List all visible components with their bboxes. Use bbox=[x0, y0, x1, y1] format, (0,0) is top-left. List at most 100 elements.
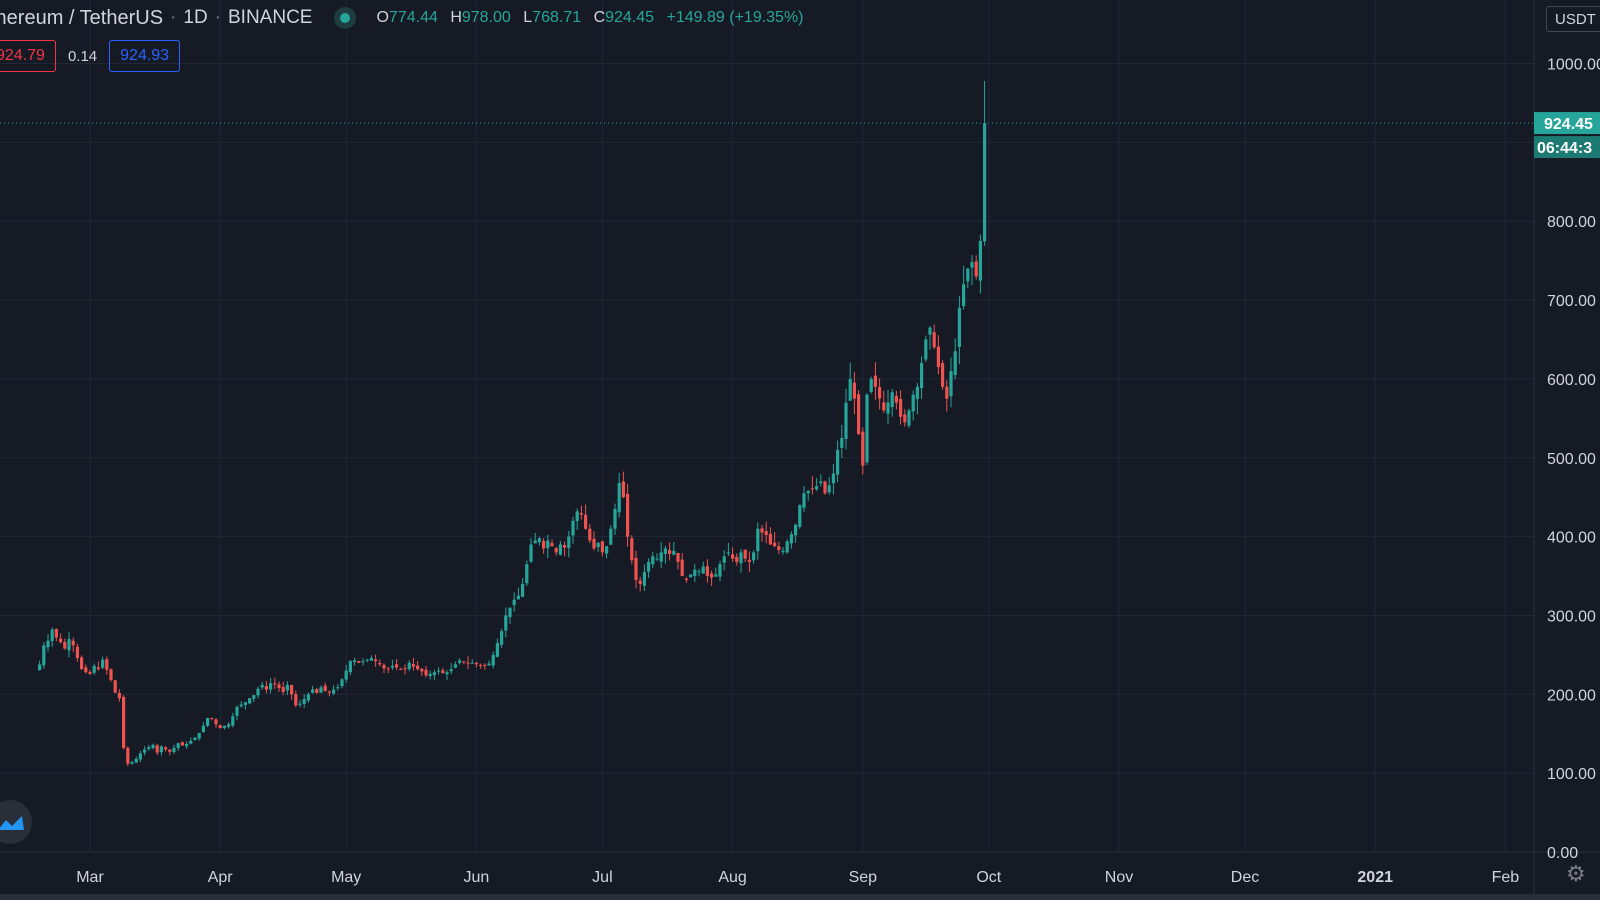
candle-body bbox=[80, 657, 84, 670]
candle-body bbox=[470, 662, 474, 664]
candle-body bbox=[63, 642, 67, 649]
candle-body bbox=[777, 546, 781, 551]
candle-body bbox=[869, 378, 873, 392]
candle-body bbox=[785, 541, 789, 553]
candle-body bbox=[495, 643, 499, 657]
candle-body bbox=[621, 481, 625, 498]
candle-body bbox=[235, 706, 239, 716]
candle-body bbox=[54, 628, 58, 638]
candle-body bbox=[290, 685, 294, 695]
candle-body bbox=[831, 473, 835, 484]
candle-body bbox=[735, 556, 739, 562]
candle-body bbox=[676, 552, 680, 562]
candle-body bbox=[130, 762, 134, 764]
title-separator: · bbox=[170, 7, 177, 28]
candle-body bbox=[227, 724, 231, 727]
candle-body bbox=[773, 542, 777, 547]
symbol-title[interactable]: thereum / TetherUS bbox=[0, 6, 164, 29]
candle-body bbox=[722, 556, 726, 563]
candle-body bbox=[680, 559, 684, 577]
candle-body bbox=[176, 743, 180, 748]
candle-body bbox=[584, 514, 588, 529]
candle-body bbox=[172, 747, 176, 752]
candle-body bbox=[508, 607, 512, 618]
candle-body bbox=[882, 402, 886, 411]
candle-body bbox=[844, 402, 848, 439]
candle-body bbox=[382, 664, 386, 669]
candles-layer bbox=[38, 80, 987, 767]
candle-body bbox=[269, 683, 273, 690]
time-tick-label: Jul bbox=[592, 869, 612, 886]
candle-body bbox=[525, 564, 529, 584]
candle-body bbox=[865, 394, 869, 463]
candle-body bbox=[386, 668, 390, 670]
candle-body bbox=[558, 544, 562, 555]
candle-body bbox=[932, 332, 936, 348]
candle-body bbox=[252, 695, 256, 699]
candle-body bbox=[88, 672, 92, 674]
sell-button[interactable]: 924.79 bbox=[0, 40, 56, 72]
candle-body bbox=[210, 717, 214, 719]
candle-body bbox=[445, 672, 449, 675]
price-tick-label: 1000.00 bbox=[1547, 57, 1600, 74]
candle-body bbox=[407, 662, 411, 670]
candle-body bbox=[239, 704, 243, 707]
candle-body bbox=[823, 481, 827, 494]
candle-body bbox=[642, 572, 646, 586]
high-key: H bbox=[450, 9, 462, 26]
currency-button[interactable]: USDT bbox=[1546, 6, 1600, 32]
candle-body bbox=[201, 725, 205, 733]
candle-body bbox=[474, 662, 478, 665]
last-price-label: 924.45 bbox=[1544, 116, 1593, 133]
price-tick-label: 600.00 bbox=[1547, 372, 1596, 389]
buy-button[interactable]: 924.93 bbox=[109, 40, 181, 72]
candle-body bbox=[151, 744, 155, 749]
candle-body bbox=[332, 689, 336, 694]
candle-body bbox=[743, 549, 747, 559]
candle-body bbox=[357, 661, 361, 663]
candle-body bbox=[978, 240, 982, 281]
price-tick-label: 100.00 bbox=[1547, 766, 1596, 783]
low-value: 768.71 bbox=[532, 9, 582, 26]
close-value: 924.45 bbox=[605, 9, 655, 26]
candle-body bbox=[369, 658, 373, 661]
candle-body bbox=[168, 749, 172, 752]
candle-body bbox=[563, 545, 567, 548]
candle-body bbox=[768, 533, 772, 545]
candle-body bbox=[756, 528, 760, 552]
gear-icon[interactable]: ⚙ bbox=[1566, 861, 1586, 886]
candle-body bbox=[399, 669, 403, 671]
candle-body bbox=[185, 743, 189, 747]
status-dot-icon[interactable] bbox=[334, 7, 357, 29]
time-tick-label: 2021 bbox=[1357, 869, 1393, 886]
candle-body bbox=[605, 546, 609, 554]
candle-body bbox=[143, 749, 147, 753]
candle-body bbox=[218, 725, 222, 729]
candle-body bbox=[344, 670, 348, 680]
tradingview-logo-icon[interactable] bbox=[0, 800, 32, 844]
candle-body bbox=[798, 505, 802, 527]
candle-body bbox=[96, 667, 100, 670]
candle-body bbox=[361, 661, 365, 663]
candle-body bbox=[117, 693, 121, 699]
candle-body bbox=[340, 679, 344, 687]
candle-body bbox=[193, 737, 197, 741]
candle-body bbox=[655, 558, 659, 560]
candle-body bbox=[159, 746, 163, 753]
bottom-edge bbox=[0, 894, 1600, 900]
exchange-label[interactable]: BINANCE bbox=[228, 7, 313, 28]
interval-label[interactable]: 1D bbox=[183, 7, 208, 28]
candle-body bbox=[315, 688, 319, 693]
candle-body bbox=[726, 552, 730, 554]
candle-body bbox=[378, 662, 382, 665]
candle-body bbox=[273, 683, 277, 685]
candle-body bbox=[789, 534, 793, 544]
candle-body bbox=[970, 262, 974, 268]
candle-body bbox=[512, 599, 516, 606]
candle-body bbox=[411, 664, 415, 667]
candle-body bbox=[592, 538, 596, 549]
candle-body bbox=[416, 665, 420, 670]
candle-body bbox=[894, 395, 898, 403]
